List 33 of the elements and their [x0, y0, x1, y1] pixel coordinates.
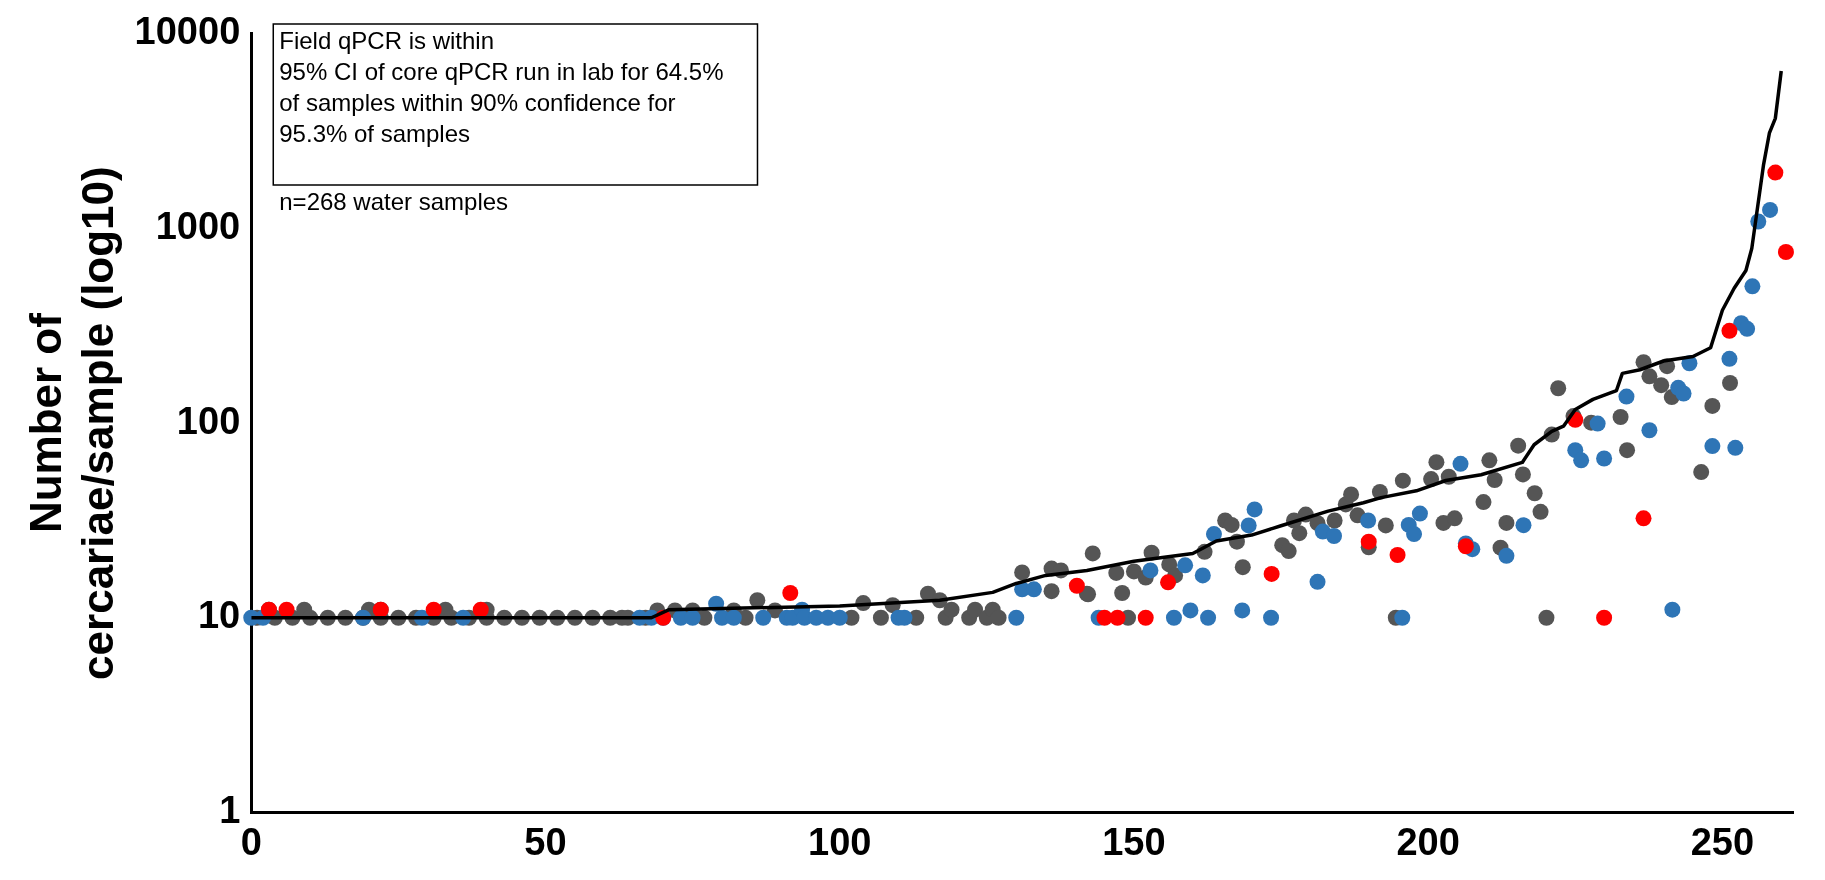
y-tick-label: 10000 — [134, 10, 241, 53]
x-tick-label: 200 — [1396, 820, 1460, 863]
x-tick-label: 0 — [240, 820, 262, 863]
x-tick-label: 150 — [1102, 820, 1166, 863]
annotation: 95.3% of samples — [279, 119, 471, 147]
x-tick-label: 250 — [1690, 820, 1755, 863]
point — [1389, 547, 1406, 564]
point — [1596, 609, 1613, 626]
x-tick-label: 100 — [808, 820, 872, 863]
point — [425, 601, 442, 618]
point — [1635, 510, 1652, 527]
annotation: of samples within 90% confidence for — [279, 88, 676, 116]
y-tick-label: 1000 — [155, 204, 241, 247]
annotation: 95% CI of core qPCR run in lab for 64.5% — [279, 57, 724, 85]
point — [1160, 574, 1177, 591]
point — [1109, 609, 1126, 626]
point — [1767, 164, 1784, 181]
point — [1263, 565, 1280, 582]
annotation: n=268 water samples — [279, 187, 509, 215]
x-tick-label: 50 — [524, 820, 567, 863]
point — [1721, 322, 1738, 339]
y-tick-label: 1 — [219, 788, 241, 831]
y-axis-title: Number of cercariae/sample (log10) — [20, 166, 123, 680]
annotation: Field qPCR is within — [279, 26, 494, 54]
point — [472, 601, 489, 618]
point — [278, 601, 295, 618]
y-tick-label: 100 — [176, 399, 241, 442]
point — [782, 585, 799, 602]
y-tick-label: 10 — [197, 594, 241, 637]
point — [1360, 533, 1377, 550]
point — [1068, 577, 1085, 594]
point — [1137, 609, 1154, 626]
point — [1777, 243, 1794, 260]
